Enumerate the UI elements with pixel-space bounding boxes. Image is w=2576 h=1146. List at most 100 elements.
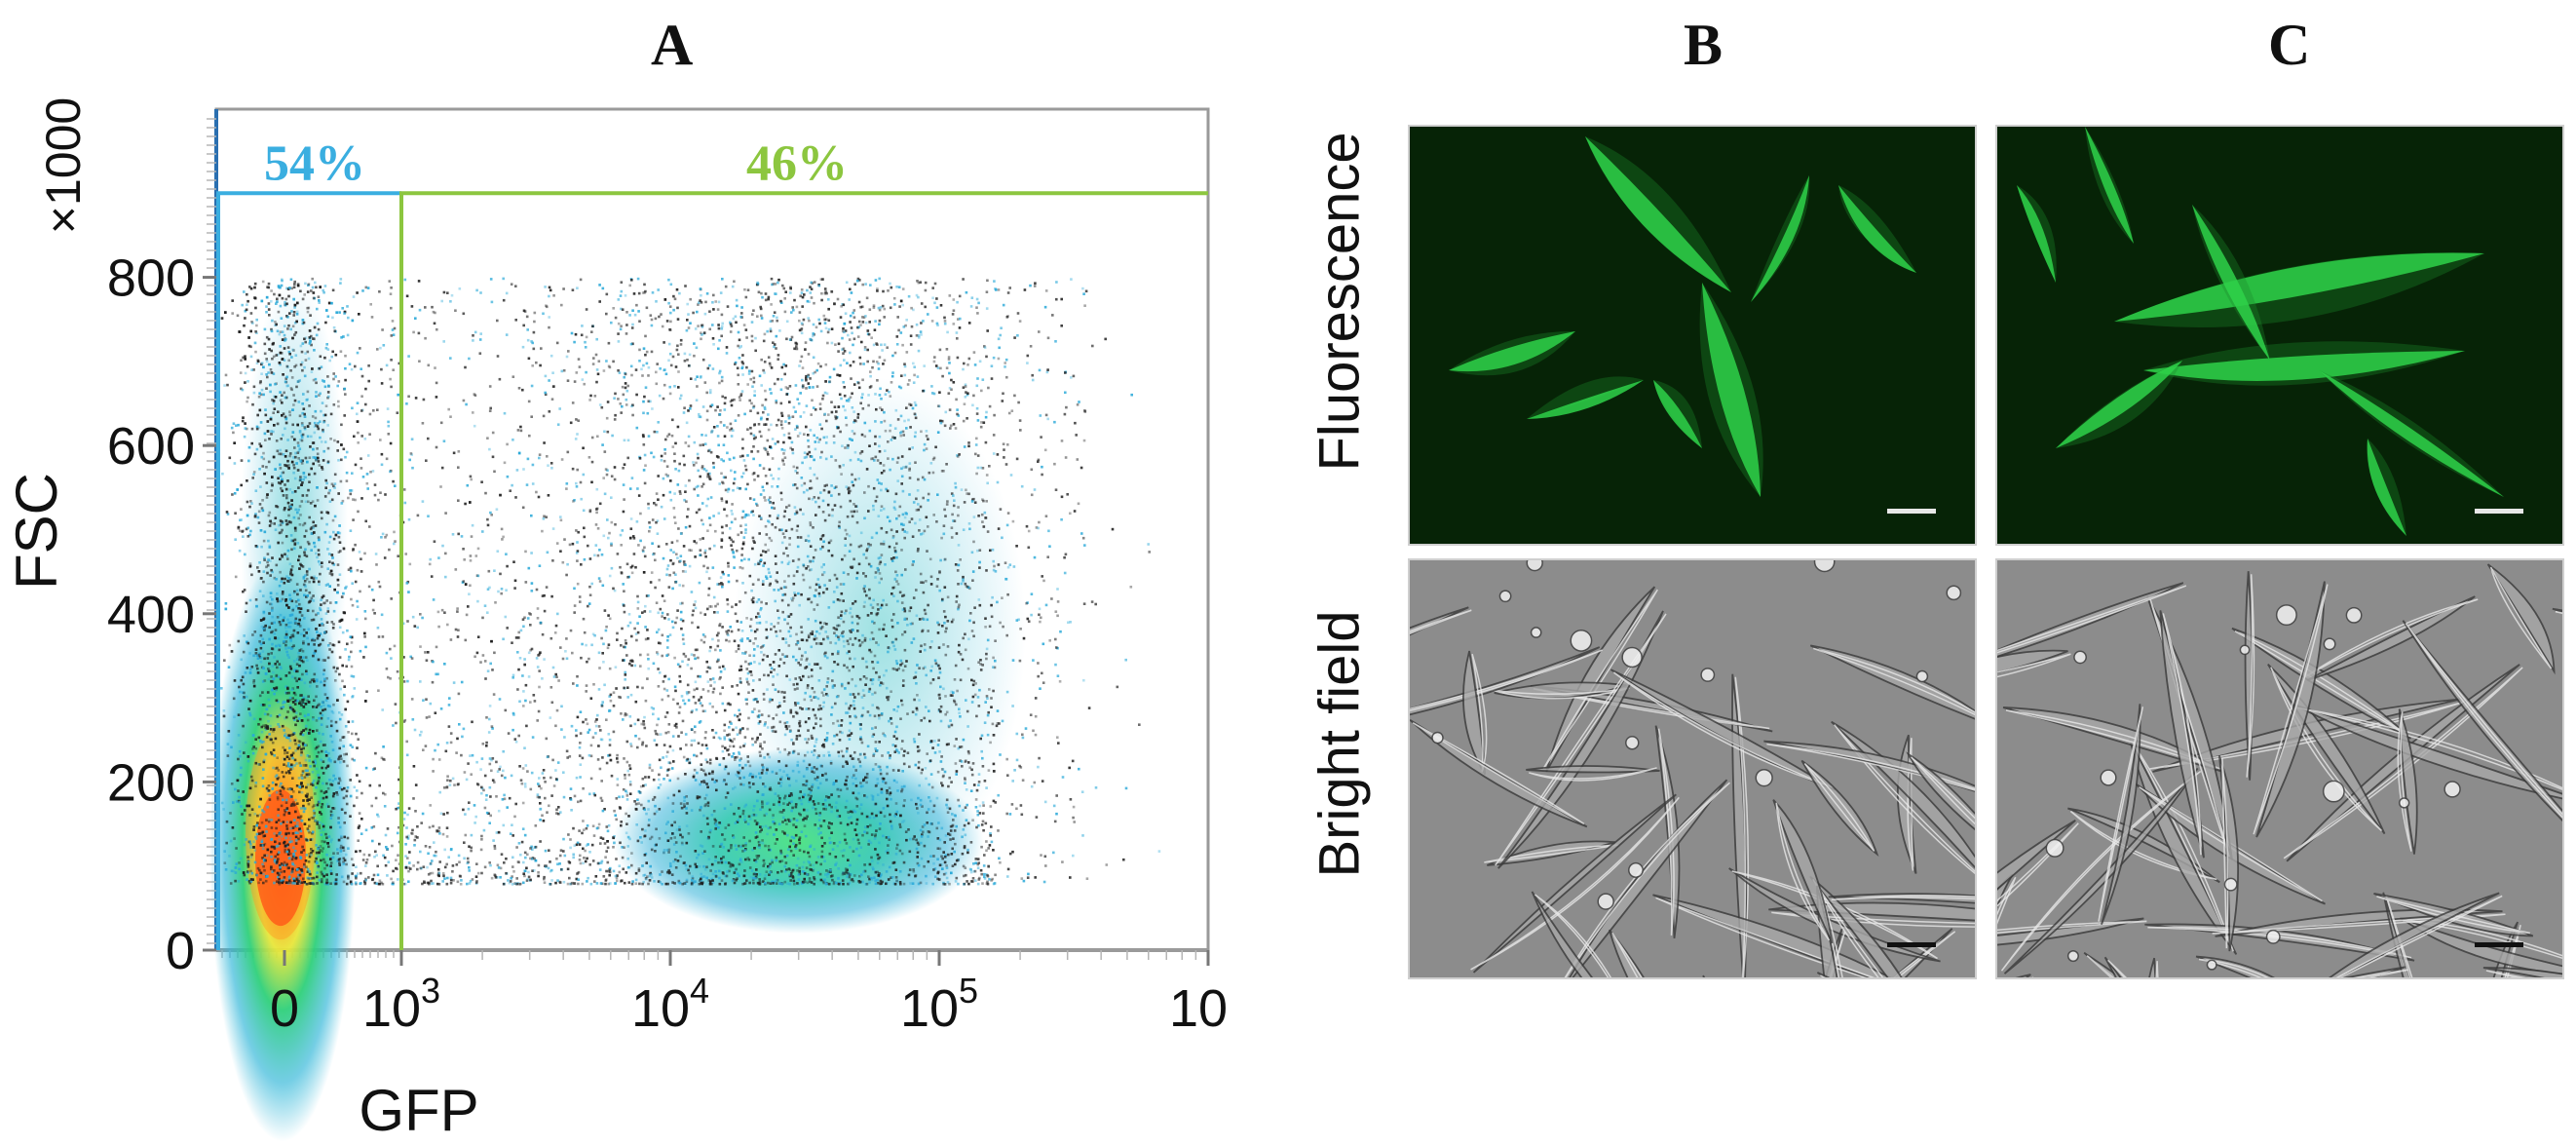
event-dot bbox=[644, 353, 647, 357]
event-dot bbox=[294, 330, 298, 334]
event-dot bbox=[925, 673, 928, 677]
event-dot bbox=[311, 286, 315, 289]
event-dot bbox=[833, 631, 836, 634]
event-dot bbox=[826, 656, 829, 660]
event-dot bbox=[975, 297, 979, 301]
event-dot bbox=[877, 569, 880, 573]
event-dot bbox=[329, 810, 333, 814]
event-dot bbox=[807, 439, 810, 442]
event-dot bbox=[299, 712, 302, 715]
event-dot bbox=[758, 841, 762, 844]
event-dot bbox=[259, 660, 263, 664]
event-dot bbox=[654, 850, 657, 853]
event-dot bbox=[316, 322, 320, 325]
event-dot bbox=[762, 644, 766, 647]
event-dot bbox=[625, 641, 627, 645]
event-dot bbox=[779, 852, 782, 856]
event-dot bbox=[705, 876, 708, 880]
event-dot bbox=[660, 459, 663, 462]
event-dot bbox=[705, 783, 708, 785]
event-dot bbox=[302, 660, 305, 664]
event-dot bbox=[290, 707, 293, 711]
event-dot bbox=[303, 293, 306, 296]
event-dot bbox=[284, 757, 286, 761]
event-dot bbox=[241, 530, 244, 533]
event-dot bbox=[862, 553, 865, 556]
event-dot bbox=[718, 763, 722, 767]
event-dot bbox=[606, 401, 610, 403]
event-dot bbox=[792, 574, 796, 578]
event-dot bbox=[889, 820, 892, 823]
event-dot bbox=[772, 477, 775, 480]
event-dot bbox=[699, 720, 702, 723]
event-dot bbox=[928, 471, 931, 475]
event-dot bbox=[284, 303, 287, 307]
event-dot bbox=[895, 781, 898, 783]
event-dot bbox=[320, 789, 323, 793]
event-dot bbox=[1023, 288, 1027, 291]
event-dot bbox=[1003, 456, 1005, 459]
event-dot bbox=[281, 358, 284, 361]
event-dot bbox=[1075, 434, 1078, 437]
event-dot bbox=[310, 619, 314, 622]
event-dot bbox=[708, 310, 711, 313]
event-dot bbox=[814, 325, 818, 329]
event-dot bbox=[872, 343, 876, 347]
event-dot bbox=[643, 546, 646, 550]
event-dot bbox=[625, 398, 628, 401]
event-dot bbox=[777, 467, 780, 471]
event-dot bbox=[614, 522, 617, 526]
event-dot bbox=[304, 589, 308, 592]
event-dot bbox=[810, 668, 814, 671]
event-dot bbox=[733, 566, 736, 569]
event-dot bbox=[308, 404, 311, 407]
event-dot bbox=[269, 574, 272, 577]
event-dot bbox=[293, 446, 296, 449]
event-dot bbox=[768, 584, 772, 587]
event-dot bbox=[316, 871, 319, 874]
event-dot bbox=[943, 557, 947, 561]
event-dot bbox=[340, 595, 344, 598]
event-dot bbox=[792, 655, 795, 659]
event-dot bbox=[262, 539, 266, 543]
event-dot bbox=[821, 511, 825, 514]
event-dot bbox=[284, 636, 287, 639]
event-dot bbox=[775, 401, 778, 404]
event-dot bbox=[852, 643, 854, 646]
event-dot bbox=[283, 870, 286, 873]
event-dot bbox=[919, 798, 923, 802]
event-dot bbox=[279, 784, 282, 787]
event-dot bbox=[306, 659, 309, 662]
event-dot bbox=[678, 490, 682, 493]
event-dot bbox=[292, 853, 295, 856]
event-dot bbox=[327, 384, 330, 388]
event-dot bbox=[721, 278, 724, 281]
event-dot bbox=[338, 524, 341, 527]
event-dot bbox=[229, 839, 233, 843]
event-dot bbox=[673, 656, 676, 660]
event-dot bbox=[280, 782, 283, 785]
event-dot bbox=[1001, 400, 1004, 402]
event-dot bbox=[967, 357, 971, 361]
event-dot bbox=[901, 287, 905, 290]
event-dot bbox=[631, 342, 634, 346]
event-dot bbox=[345, 450, 349, 454]
event-dot bbox=[240, 359, 243, 363]
event-dot bbox=[307, 713, 310, 716]
event-dot bbox=[837, 350, 840, 353]
event-dot bbox=[777, 354, 780, 357]
event-dot bbox=[591, 860, 595, 862]
event-dot bbox=[278, 523, 281, 527]
event-dot bbox=[671, 698, 675, 702]
event-dot bbox=[287, 656, 290, 659]
event-dot bbox=[299, 753, 303, 757]
event-dot bbox=[562, 368, 566, 372]
event-dot bbox=[304, 764, 308, 767]
event-dot bbox=[617, 298, 621, 301]
event-dot bbox=[315, 424, 318, 427]
event-dot bbox=[315, 391, 318, 394]
event-dot bbox=[288, 836, 292, 840]
event-dot bbox=[293, 538, 297, 542]
event-dot bbox=[230, 783, 234, 785]
event-dot bbox=[331, 556, 334, 559]
